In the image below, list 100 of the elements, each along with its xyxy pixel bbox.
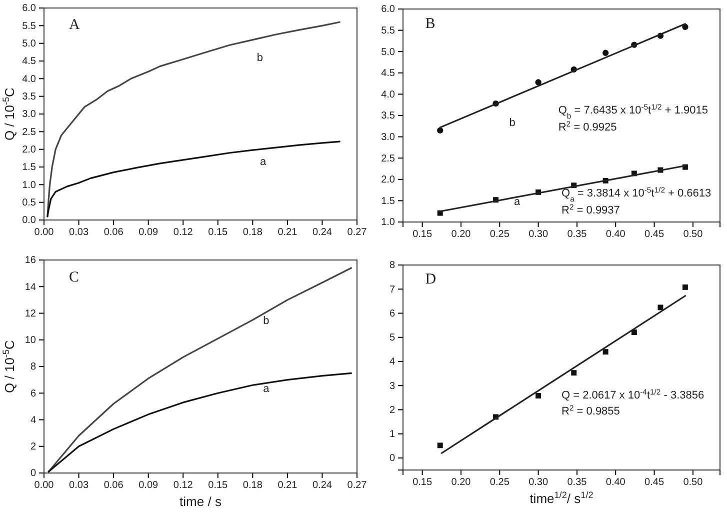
y-tick-label: 2.5 <box>381 153 396 164</box>
annotation: a <box>263 383 270 396</box>
y-tick-label: 5.5 <box>22 20 36 32</box>
y-tick-label: 4.0 <box>22 74 36 85</box>
y-tick-label: 5.0 <box>381 46 396 58</box>
annotation: R$^{2}$ = 0.9855 <box>562 403 620 418</box>
x-tick-label: 0.27 <box>347 227 368 238</box>
y-tick-label: 3.5 <box>381 110 396 122</box>
x-tick-label: 0.45 <box>644 229 664 240</box>
point <box>535 79 542 86</box>
point <box>602 50 609 56</box>
x-tick-label: 0.24 <box>312 480 332 492</box>
y-tick-label: 12 <box>24 308 36 320</box>
y-tick-label: 14 <box>24 282 36 293</box>
y-tick-label: 8 <box>389 260 396 272</box>
y-tick-label: 5 <box>389 332 396 344</box>
x-tick-label: 0.21 <box>278 480 298 492</box>
x-tick-label: 0.40 <box>606 477 626 488</box>
x-tick-label: 0.27 <box>347 480 368 492</box>
x-tick-label: 0.18 <box>242 227 263 238</box>
y-tick-label: 3 <box>389 380 396 392</box>
x-tick-label: 0.15 <box>412 477 432 488</box>
annotation: C <box>69 269 80 286</box>
y-tick-label: 1 <box>389 429 396 440</box>
y-tick-label: 4 <box>389 356 396 368</box>
x-tick-label: 0.06 <box>104 227 124 238</box>
y-tick-label: 3.0 <box>381 132 396 143</box>
x-tick-label: 0.03 <box>69 480 89 492</box>
x-tick-label: 0.50 <box>683 229 704 240</box>
annotation: b <box>263 314 270 327</box>
x-tick-label: 0.30 <box>528 229 548 240</box>
x-axis-title: time$^{1/2}$/ s$^{1/2}$ <box>530 490 594 506</box>
y-tick-label: 5.0 <box>22 38 36 50</box>
annotation: a <box>260 156 267 168</box>
y-tick-label: 4.5 <box>381 68 396 80</box>
x-tick-label: 0.35 <box>567 229 588 240</box>
point <box>658 304 664 310</box>
annotation: a <box>514 196 521 208</box>
x-tick-label: 0.09 <box>138 480 158 492</box>
y-tick-label: 2 <box>389 404 396 416</box>
x-tick-label: 0.21 <box>278 227 298 238</box>
annotation: B <box>425 16 436 32</box>
y-tick-label: 2.0 <box>22 144 36 156</box>
annotation: Q$_{b}$ = 7.6435 x 10$^{-5}$t$^{1/2}$ + 1.9015 <box>558 102 708 120</box>
y-tick-label: 2.5 <box>22 126 36 138</box>
x-tick-label: 0.45 <box>644 477 664 488</box>
y-tick-label: 10 <box>24 335 36 346</box>
point <box>602 349 608 355</box>
y-tick-label: 6 <box>389 308 396 320</box>
y-tick-label: 1.5 <box>22 162 36 174</box>
point <box>631 330 637 336</box>
y-tick-label: 6 <box>30 388 36 400</box>
y-tick-label: 7 <box>389 284 396 296</box>
x-tick-label: 0.12 <box>173 227 194 238</box>
annotation: b <box>256 52 263 64</box>
y-tick-label: 3.0 <box>22 109 36 120</box>
x-tick-label: 0.12 <box>173 480 194 492</box>
x-tick-label: 0.24 <box>312 227 332 238</box>
y-tick-label: 8 <box>30 362 36 373</box>
x-tick-label: 0.15 <box>208 227 228 238</box>
y-tick-label: 3.5 <box>22 92 36 103</box>
line-series <box>46 21 340 218</box>
point <box>437 442 443 448</box>
annotation: R$^{2}$ = 0.9937 <box>562 202 620 216</box>
x-tick-label: 0.50 <box>683 477 704 488</box>
x-tick-label: 0.00 <box>34 480 54 492</box>
x-tick-label: 0.40 <box>606 229 626 240</box>
point <box>437 127 444 134</box>
x-tick-label: 0.25 <box>490 229 510 240</box>
y-tick-label: 0 <box>30 468 36 480</box>
y-tick-label: 5.5 <box>381 26 396 36</box>
annotation: A <box>69 17 80 34</box>
y-tick-label: 4.5 <box>22 56 36 68</box>
y-tick-label: 16 <box>24 255 36 266</box>
annotation: Q$_{a}$ = 3.3814 x 10$^{-5}$t$^{1/2}$ + 0.6613 <box>562 184 712 203</box>
point <box>571 370 577 376</box>
y-tick-label: 1.0 <box>22 180 36 191</box>
x-tick-label: 0.06 <box>104 480 124 492</box>
x-tick-label: 0.18 <box>242 480 263 492</box>
point <box>536 392 542 398</box>
y-tick-label: 2 <box>30 442 36 453</box>
y-tick-label: 4.0 <box>381 89 396 100</box>
line-series <box>46 140 340 218</box>
x-tick-label: 0.20 <box>451 229 472 240</box>
y-tick-label: 0 <box>389 453 396 464</box>
line-series <box>48 267 352 472</box>
annotation: D <box>425 271 436 288</box>
annotation: Q = 2.0617 x 10$^{-4}$t$^{1/2}$ - 3.3856 <box>562 386 704 402</box>
annotation: b <box>509 117 516 130</box>
x-tick-label: 0.25 <box>490 477 510 488</box>
y-tick-label: 6.0 <box>22 3 36 14</box>
x-tick-label: 0.15 <box>208 480 228 492</box>
point <box>682 284 688 290</box>
line-series <box>48 372 352 472</box>
y-tick-label: 0.0 <box>22 215 36 226</box>
y-tick-label: 4 <box>30 414 36 426</box>
y-tick-label: 1.0 <box>381 217 396 228</box>
x-tick-label: 0.20 <box>451 477 472 488</box>
x-tick-label: 0.03 <box>69 227 89 238</box>
y-tick-label: 0.5 <box>22 198 36 209</box>
